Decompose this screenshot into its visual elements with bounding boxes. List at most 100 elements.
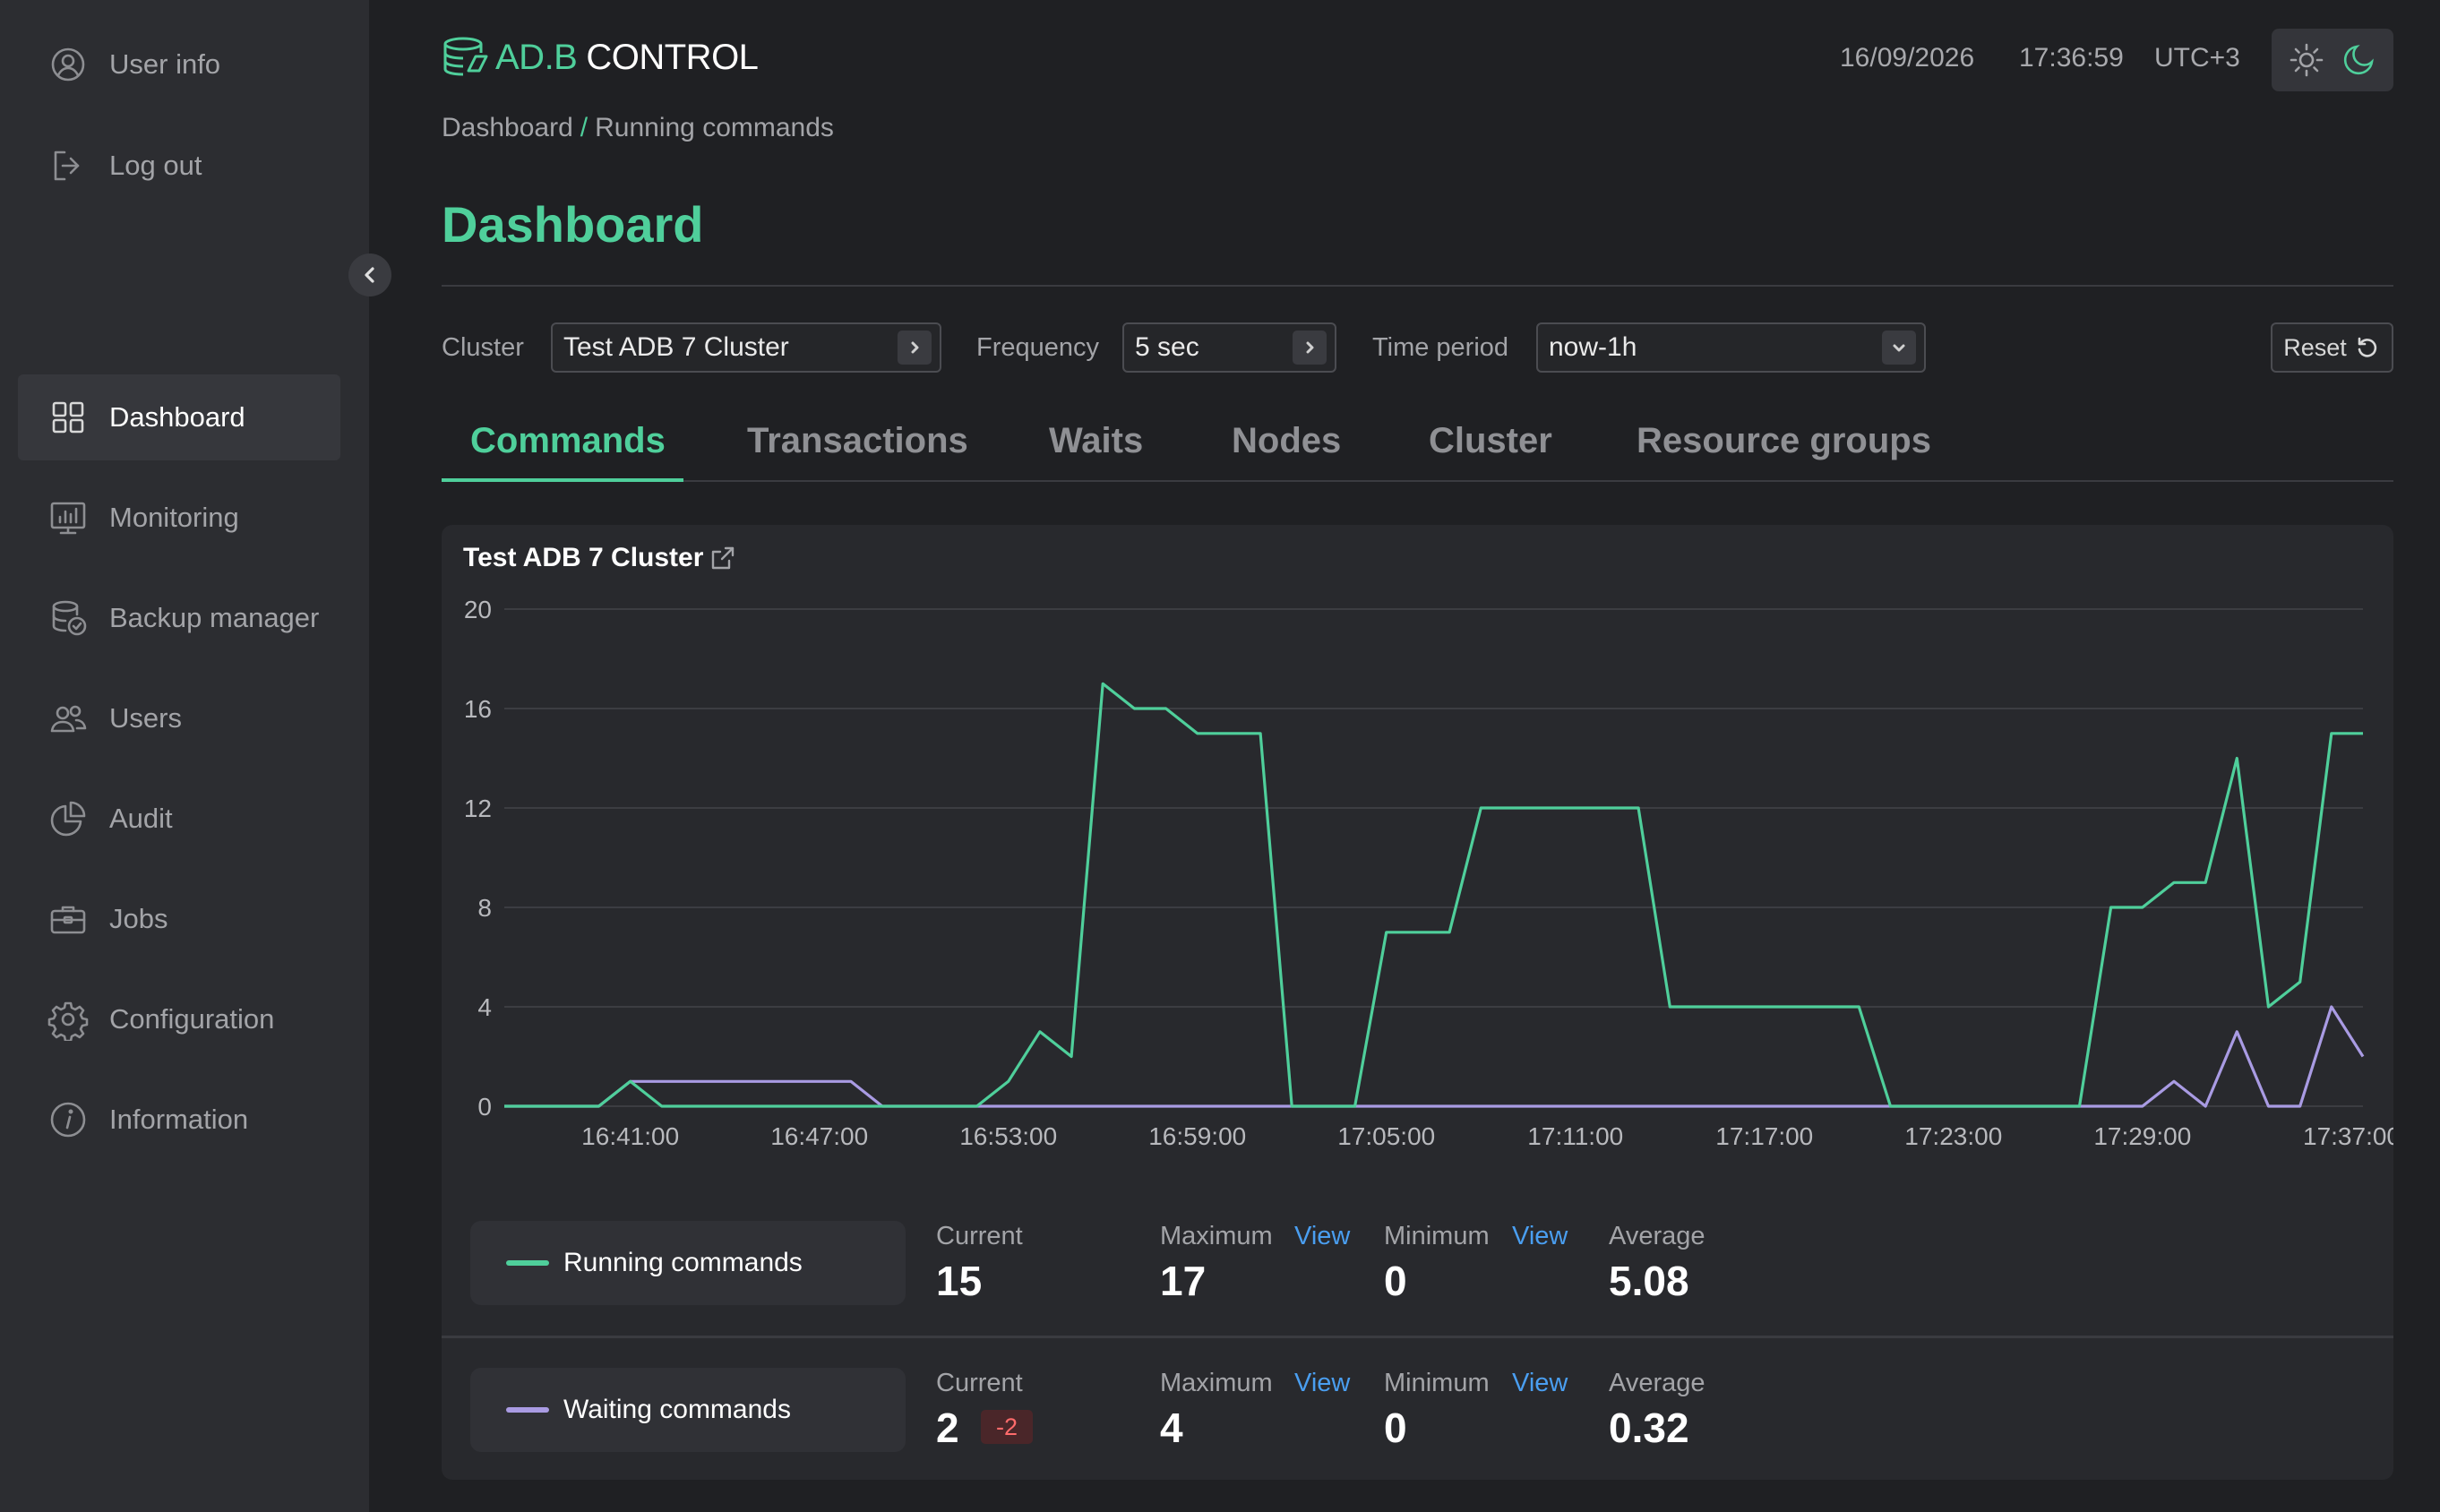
sidebar-item-label: Information: [109, 1104, 249, 1135]
sidebar-item-label: Configuration: [109, 1003, 275, 1035]
sidebar-item-user-info[interactable]: User info: [18, 21, 340, 107]
maximum-value: 17: [1160, 1258, 1207, 1304]
reset-button-label: Reset: [2283, 333, 2347, 361]
x-tick-label: 17:37:00: [2303, 1122, 2393, 1150]
sidebar-item-backup-manager[interactable]: Backup manager: [18, 575, 340, 661]
sun-icon[interactable]: [2287, 40, 2326, 80]
series-line-waiting-commands: [504, 1005, 2365, 1108]
sidebar-item-label: Jobs: [109, 903, 168, 934]
tab-resource-groups[interactable]: Resource groups: [1637, 421, 1931, 460]
sidebar-item-label: Backup manager: [109, 602, 320, 633]
legend-waiting-commands[interactable]: Waiting commands: [470, 1368, 906, 1452]
time-period-select-value: now-1h: [1549, 332, 1637, 362]
sidebar-item-label: Dashboard: [109, 401, 245, 433]
monitoring-chart-icon: [47, 496, 90, 539]
header-date: 16/09/2026: [1840, 43, 1975, 73]
cluster-select[interactable]: Test ADB 7 Cluster: [551, 322, 941, 373]
sidebar-item-label: Monitoring: [109, 502, 239, 533]
moon-icon[interactable]: [2339, 40, 2378, 80]
tab-waits[interactable]: Waits: [1049, 421, 1144, 460]
sidebar-item-information[interactable]: Information: [18, 1077, 340, 1163]
sidebar: User info Log out Dashboard Monitoring B…: [0, 0, 369, 1512]
minimum-value: 0: [1384, 1405, 1407, 1451]
sidebar-item-jobs[interactable]: Jobs: [18, 876, 340, 962]
current-label: Current: [936, 1222, 1023, 1250]
minimum-value: 0: [1384, 1258, 1407, 1304]
maximum-label: Maximum: [1160, 1369, 1273, 1397]
breadcrumb-root[interactable]: Dashboard: [442, 113, 573, 142]
sidebar-item-label: User info: [109, 48, 221, 80]
average-value: 5.08: [1609, 1258, 1689, 1304]
sidebar-item-label: Audit: [109, 803, 173, 834]
average-value: 0.32: [1609, 1405, 1689, 1451]
sidebar-collapse-button[interactable]: [348, 253, 391, 296]
y-tick-label: 16: [464, 695, 492, 723]
sidebar-item-configuration[interactable]: Configuration: [18, 976, 340, 1062]
reset-icon: [2358, 337, 2376, 357]
breadcrumb-current: Running commands: [595, 113, 834, 142]
x-tick-label: 16:59:00: [1148, 1122, 1246, 1150]
header-time: 17:36:59: [2019, 43, 2124, 73]
chevron-right-icon: [898, 331, 932, 365]
x-tick-label: 17:23:00: [1904, 1122, 2002, 1150]
minimum-view-link[interactable]: View: [1512, 1369, 1568, 1397]
y-tick-label: 0: [477, 1093, 492, 1121]
frequency-label: Frequency: [976, 333, 1100, 362]
database-backup-icon: [47, 597, 90, 640]
sidebar-item-dashboard[interactable]: Dashboard: [18, 374, 340, 460]
sidebar-item-audit[interactable]: Audit: [18, 776, 340, 862]
minimum-view-link[interactable]: View: [1512, 1222, 1568, 1250]
x-tick-label: 17:29:00: [2093, 1122, 2191, 1150]
commands-card: [442, 525, 2393, 1480]
time-period-label: Time period: [1372, 333, 1509, 362]
legend-label: Running commands: [563, 1248, 803, 1277]
logo-text-prefix: AD.B: [495, 37, 578, 77]
page-title: Dashboard: [442, 196, 704, 253]
user-circle-icon: [47, 43, 90, 86]
maximum-view-link[interactable]: View: [1294, 1222, 1351, 1250]
gear-icon: [47, 998, 90, 1043]
average-label: Average: [1609, 1369, 1705, 1397]
tab-transactions[interactable]: Transactions: [747, 421, 968, 460]
legend-label: Waiting commands: [563, 1395, 791, 1424]
database-logo-icon: [443, 37, 488, 76]
breadcrumb: Dashboard / Running commands: [442, 113, 834, 143]
reset-button[interactable]: Reset: [2271, 322, 2393, 373]
series-line-running-commands: [504, 682, 2363, 1108]
tabs-divider: [442, 480, 2393, 482]
current-label: Current: [936, 1369, 1023, 1397]
maximum-view-link[interactable]: View: [1294, 1369, 1351, 1397]
title-divider: [442, 285, 2393, 287]
current-value: 2: [936, 1405, 959, 1451]
logo-text-suffix: CONTROL: [586, 37, 759, 77]
commands-line-chart: 0 4 8 12 16 20 16:41:00 16:47:00 16:53:00 16:59:0…: [464, 596, 2393, 1150]
cluster-label: Cluster: [442, 333, 524, 362]
maximum-label: Maximum: [1160, 1222, 1273, 1250]
sidebar-item-log-out[interactable]: Log out: [18, 123, 340, 209]
cluster-select-value: Test ADB 7 Cluster: [563, 332, 789, 362]
legend-running-commands[interactable]: Running commands: [470, 1221, 906, 1305]
sidebar-item-users[interactable]: Users: [18, 675, 340, 761]
minimum-label: Minimum: [1384, 1369, 1490, 1397]
frequency-select[interactable]: 5 sec: [1122, 322, 1336, 373]
y-tick-label: 20: [464, 596, 492, 623]
time-period-select[interactable]: now-1h: [1536, 322, 1926, 373]
x-tick-label: 17:17:00: [1715, 1122, 1813, 1150]
chevron-right-icon: [1293, 331, 1327, 365]
average-label: Average: [1609, 1222, 1705, 1250]
sidebar-item-monitoring[interactable]: Monitoring: [18, 475, 340, 561]
stats-row-divider: [442, 1336, 2393, 1338]
active-tab-indicator: [442, 478, 683, 482]
header-timezone: UTC+3: [2154, 43, 2240, 73]
x-tick-label: 16:47:00: [770, 1122, 868, 1150]
y-tick-label: 12: [464, 795, 492, 822]
dashboard-grid-icon: [47, 396, 90, 439]
external-link-icon[interactable]: [708, 543, 738, 573]
theme-switcher: [2272, 29, 2393, 91]
app-logo[interactable]: AD.B CONTROL: [442, 32, 759, 82]
tab-commands[interactable]: Commands: [470, 421, 666, 460]
x-tick-label: 16:53:00: [959, 1122, 1057, 1150]
current-delta-badge: -2: [981, 1410, 1033, 1444]
tab-cluster[interactable]: Cluster: [1429, 421, 1552, 460]
tab-nodes[interactable]: Nodes: [1232, 421, 1342, 460]
